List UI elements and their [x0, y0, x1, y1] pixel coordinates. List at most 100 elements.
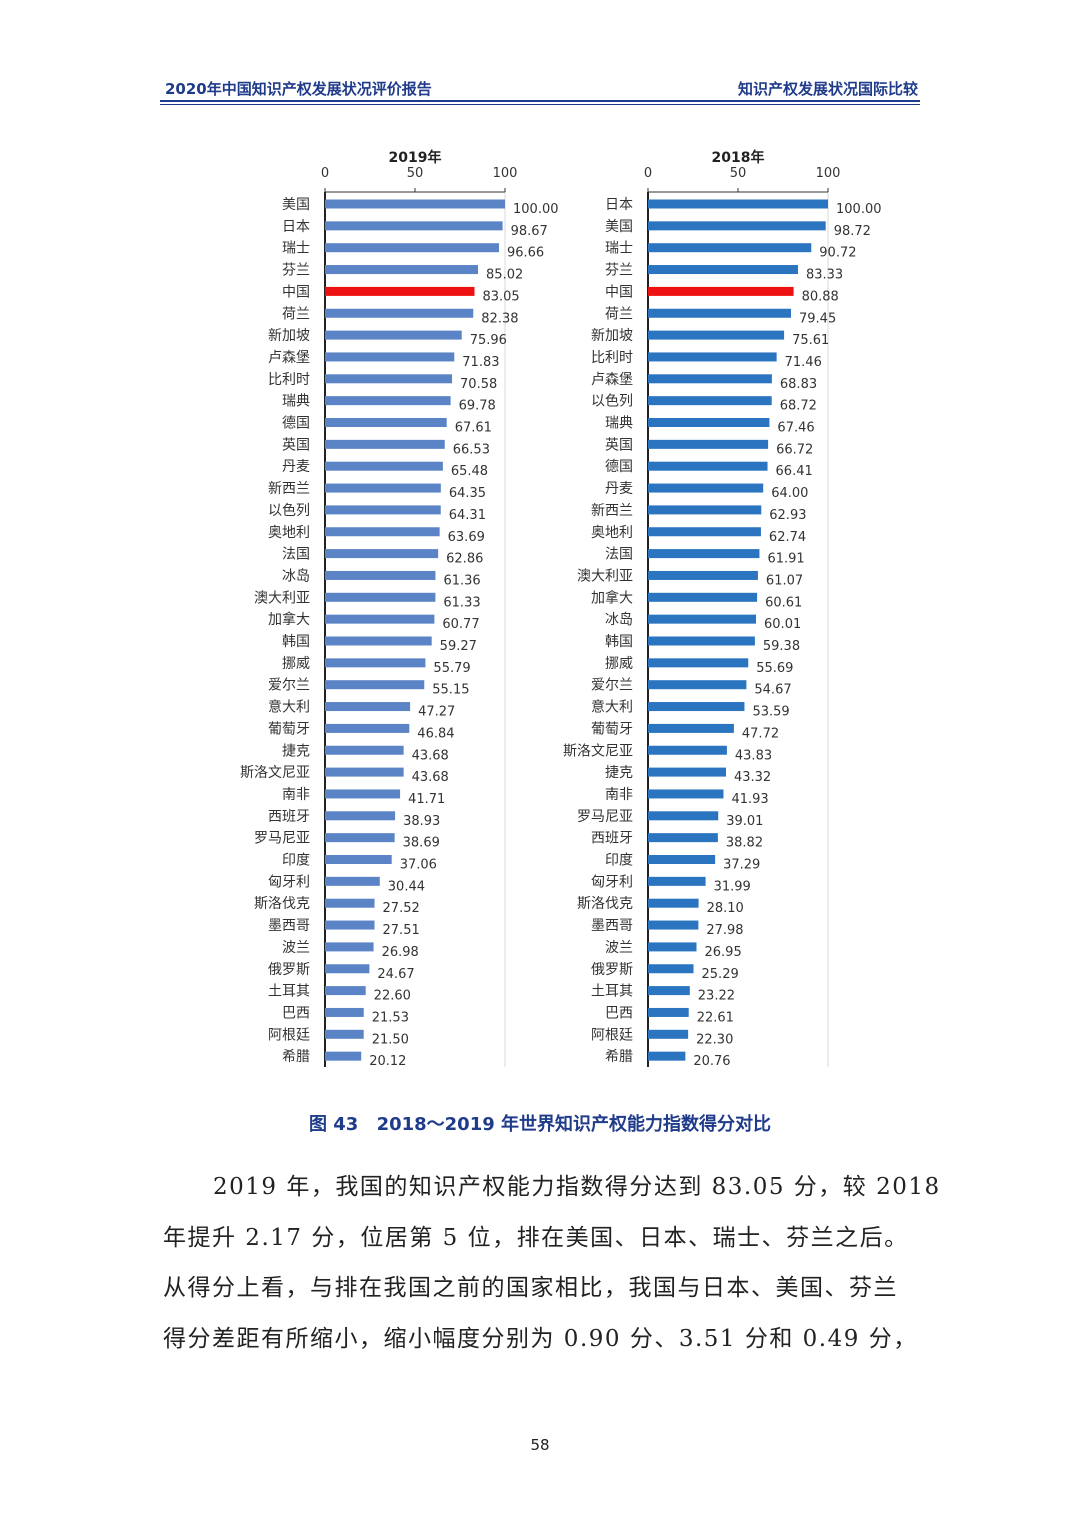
bar-中国	[648, 286, 794, 296]
category-label: 墨西哥	[268, 918, 310, 934]
category-label: 阿根廷	[268, 1027, 310, 1043]
category-label: 印度	[605, 853, 633, 869]
bar-斯洛伐克	[325, 898, 375, 908]
bar-阿根廷	[325, 1029, 364, 1039]
category-label: 爱尔兰	[268, 678, 310, 694]
value-label: 27.52	[383, 901, 420, 916]
category-label: 德国	[605, 459, 633, 475]
figure-caption: 图 43 2018～2019 年世界知识产权能力指数得分对比	[0, 1110, 1080, 1136]
category-label: 瑞士	[282, 241, 310, 257]
comparison-bar-charts: 2019年 0 50 100 美国 100.00 日本 98.67 瑞士 96.66 芬兰 85.02…	[240, 149, 882, 1069]
value-label: 59.27	[440, 639, 477, 654]
category-label: 卢森堡	[268, 350, 310, 366]
value-label: 65.48	[451, 464, 488, 479]
category-label: 美国	[282, 197, 310, 213]
value-label: 26.98	[382, 945, 419, 960]
value-label: 82.38	[481, 311, 518, 326]
value-label: 83.05	[482, 289, 519, 304]
category-label: 芬兰	[282, 263, 310, 279]
category-label: 加拿大	[591, 589, 633, 606]
value-label: 55.79	[433, 661, 470, 676]
bar-冰岛	[325, 570, 436, 580]
category-label: 爱尔兰	[591, 678, 633, 694]
bar-印度	[325, 855, 392, 864]
value-label: 55.15	[432, 683, 469, 698]
value-label: 22.60	[374, 989, 411, 1004]
value-label: 71.46	[785, 355, 822, 370]
category-label: 斯洛文尼亚	[240, 765, 310, 781]
value-label: 69.78	[459, 399, 496, 414]
bar-匈牙利	[648, 876, 706, 886]
bar-日本	[325, 221, 503, 231]
category-label: 意大利	[268, 699, 310, 716]
bar-芬兰	[648, 265, 798, 275]
bar-德国	[325, 418, 447, 427]
bar-比利时	[325, 374, 453, 384]
bar-爱尔兰	[325, 680, 425, 690]
bar-新加坡	[648, 330, 785, 340]
category-label: 荷兰	[605, 306, 633, 322]
value-label: 100.00	[513, 202, 559, 217]
value-label: 38.69	[403, 836, 440, 851]
body-paragraph: 2019 年，我国的知识产权能力指数得分达到 83.05 分，较 2018 年提…	[163, 1162, 939, 1364]
category-label: 中国	[282, 284, 310, 300]
bar-以色列	[325, 505, 441, 515]
bar-墨西哥	[325, 920, 375, 930]
bar-以色列	[648, 396, 772, 406]
category-label: 阿根廷	[591, 1027, 633, 1043]
category-label: 瑞典	[282, 394, 310, 410]
value-label: 27.51	[383, 923, 420, 938]
bar-希腊	[648, 1051, 686, 1061]
bar-韩国	[325, 636, 432, 646]
value-label: 25.29	[702, 967, 739, 982]
chart-title: 2019年	[389, 149, 442, 166]
category-label: 以色列	[591, 393, 633, 410]
value-label: 71.83	[462, 355, 499, 370]
bar-波兰	[325, 942, 374, 952]
category-label: 土耳其	[268, 984, 310, 1000]
bar-英国	[648, 439, 769, 449]
bar-奥地利	[325, 527, 440, 537]
bar-南非	[648, 789, 724, 799]
category-label: 日本	[282, 219, 310, 235]
value-label: 41.71	[408, 792, 445, 807]
category-label: 葡萄牙	[268, 721, 310, 737]
category-label: 西班牙	[591, 831, 633, 847]
header-rule	[160, 100, 920, 102]
value-label: 67.46	[777, 421, 814, 436]
value-label: 96.66	[507, 246, 544, 261]
bar-巴西	[648, 1007, 689, 1017]
bar-日本	[648, 199, 828, 209]
value-label: 63.69	[448, 530, 485, 545]
category-label: 罗马尼亚	[254, 831, 310, 847]
value-label: 22.30	[696, 1032, 733, 1047]
category-label: 加拿大	[268, 611, 310, 628]
bar-新西兰	[648, 505, 762, 515]
bar-法国	[648, 549, 760, 559]
category-label: 巴西	[605, 1005, 633, 1021]
category-label: 冰岛	[605, 612, 633, 628]
header-report-title: 2020年中国知识产权发展状况评价报告	[165, 80, 432, 98]
bar-意大利	[325, 702, 411, 712]
category-label: 德国	[282, 416, 310, 432]
category-label: 墨西哥	[591, 918, 633, 934]
category-label: 波兰	[282, 940, 310, 956]
bar-捷克	[325, 745, 404, 755]
category-label: 英国	[605, 436, 633, 453]
bar-罗马尼亚	[648, 811, 719, 821]
bar-加拿大	[325, 614, 435, 624]
value-label: 64.35	[449, 486, 486, 501]
value-label: 61.36	[443, 573, 480, 588]
bar-比利时	[648, 352, 777, 362]
value-label: 79.45	[799, 311, 836, 326]
category-label: 挪威	[282, 656, 310, 672]
category-label: 韩国	[282, 634, 310, 650]
value-label: 68.72	[780, 399, 817, 414]
bar-加拿大	[648, 592, 758, 602]
value-label: 22.61	[697, 1010, 734, 1025]
value-label: 62.86	[446, 552, 483, 567]
bar-葡萄牙	[325, 723, 410, 733]
value-label: 54.67	[754, 683, 791, 698]
category-label: 波兰	[605, 940, 633, 956]
bar-挪威	[648, 658, 749, 668]
